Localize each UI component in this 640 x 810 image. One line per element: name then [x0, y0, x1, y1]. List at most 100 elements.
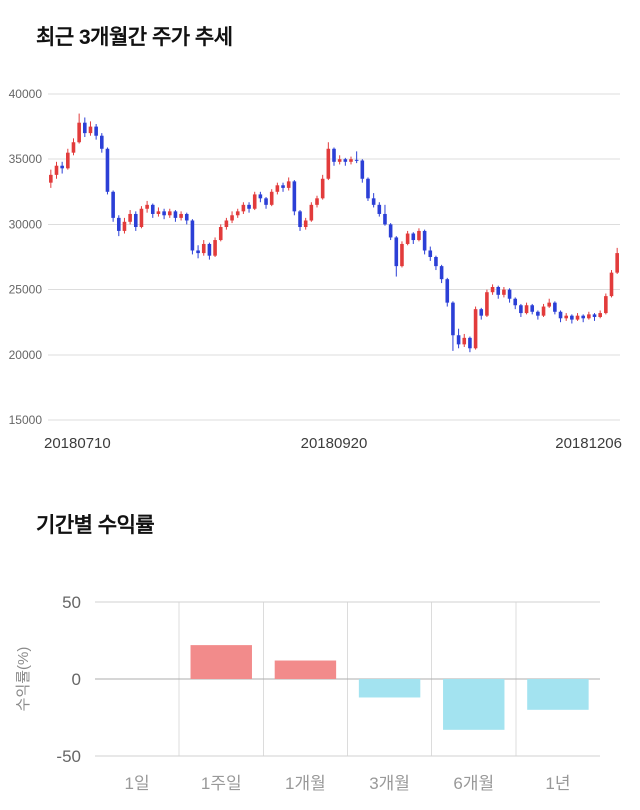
- return-bar: [358, 679, 421, 698]
- y-tick-label: 50: [62, 593, 81, 612]
- candle-body: [388, 224, 393, 238]
- y-tick-label: 20000: [9, 348, 43, 362]
- category-label: 1년: [545, 774, 570, 793]
- candle-body: [570, 315, 574, 320]
- candle-body: [394, 237, 399, 267]
- candle-body: [292, 181, 297, 212]
- candle-body: [490, 286, 495, 293]
- y-tick-label: 25000: [9, 283, 43, 297]
- candle-body: [371, 198, 376, 205]
- category-label: 1개월: [285, 774, 326, 793]
- candle-body: [332, 148, 336, 162]
- candle-body: [201, 243, 206, 254]
- candle-body: [315, 198, 319, 205]
- candle-body: [100, 135, 104, 149]
- candle-body: [320, 178, 325, 199]
- candle-body: [598, 313, 602, 317]
- candle-body: [207, 243, 212, 256]
- candle-body: [71, 142, 76, 153]
- candle-body: [281, 185, 285, 188]
- y-tick-label: 40000: [9, 87, 43, 101]
- candle-body: [541, 306, 546, 316]
- candle-body: [173, 211, 178, 218]
- candle-body: [184, 213, 189, 221]
- candle-body: [604, 296, 608, 314]
- candle-body: [88, 126, 93, 134]
- candle-body: [218, 227, 223, 241]
- candle-body: [445, 279, 450, 303]
- candle-body: [264, 198, 268, 205]
- candle-body: [241, 204, 246, 212]
- candle-body: [553, 302, 557, 312]
- candle-body: [286, 181, 291, 188]
- candle-body: [456, 335, 461, 345]
- candle-body: [224, 220, 229, 228]
- candle-body: [377, 204, 382, 214]
- returns-bar-chart: 50 0 -50 1일 1주일 1개월 3개월 6개월 1년 수익률(%): [15, 593, 600, 793]
- candle-body: [60, 165, 64, 169]
- category-label: 6개월: [453, 774, 494, 793]
- candle-body: [609, 272, 614, 297]
- candle-body: [575, 315, 580, 320]
- candle-body: [592, 314, 597, 317]
- candle-body: [558, 311, 563, 319]
- candle-body: [116, 217, 121, 231]
- candle-body: [496, 286, 501, 295]
- candle-body: [400, 243, 404, 267]
- candle-body: [581, 315, 585, 319]
- candle-body: [247, 204, 251, 209]
- candle-body: [77, 122, 81, 143]
- candlestick-chart-title: 최근 3개월간 주가 추세: [36, 26, 233, 49]
- candle-body: [507, 289, 512, 299]
- candle-body: [530, 305, 535, 312]
- candle-body: [162, 211, 166, 216]
- candle-body: [139, 208, 144, 228]
- candle-body: [156, 211, 161, 214]
- candle-body: [524, 305, 529, 314]
- candle-body: [468, 337, 472, 349]
- x-tick-label: 20180920: [301, 435, 368, 452]
- y-tick-label: 35000: [9, 152, 43, 166]
- candle-body: [167, 211, 172, 216]
- candle-body: [150, 204, 155, 214]
- candle-body: [128, 213, 132, 222]
- x-tick-label: 20181206: [555, 435, 622, 452]
- candle-body: [343, 159, 348, 162]
- candle-body: [111, 191, 115, 218]
- candle-body: [479, 309, 484, 316]
- candle-body: [258, 194, 263, 199]
- candle-body: [411, 233, 416, 241]
- candle-body: [422, 230, 427, 251]
- category-label: 1일: [125, 774, 150, 793]
- candle-body: [83, 122, 87, 134]
- candle-body: [360, 160, 365, 179]
- candle-body: [473, 309, 478, 349]
- candle-body: [303, 220, 308, 228]
- bar-chart-title: 기간별 수익률: [36, 514, 155, 537]
- candle-body: [66, 152, 70, 169]
- candle-body: [428, 250, 433, 257]
- y-tick-label: -50: [56, 747, 81, 766]
- return-bar: [274, 660, 337, 679]
- candle-body: [213, 240, 217, 256]
- candle-body: [485, 292, 489, 316]
- candle-body: [269, 191, 274, 205]
- candle-body: [105, 148, 110, 192]
- category-label: 3개월: [369, 774, 410, 793]
- candle-body: [179, 213, 183, 218]
- candle-body: [502, 289, 506, 295]
- candle-body: [587, 314, 591, 319]
- return-bar: [190, 645, 252, 679]
- candle-body: [235, 211, 240, 216]
- candle-body: [252, 194, 257, 209]
- x-tick-label: 20180710: [44, 435, 111, 452]
- y-tick-label: 30000: [9, 217, 43, 231]
- candle-body: [230, 215, 234, 221]
- candle-body: [133, 213, 138, 228]
- y-tick-label: 0: [72, 670, 81, 689]
- candle-body: [462, 337, 467, 345]
- candle-body: [451, 302, 455, 336]
- candle-body: [547, 302, 552, 307]
- y-tick-label: 15000: [9, 413, 43, 427]
